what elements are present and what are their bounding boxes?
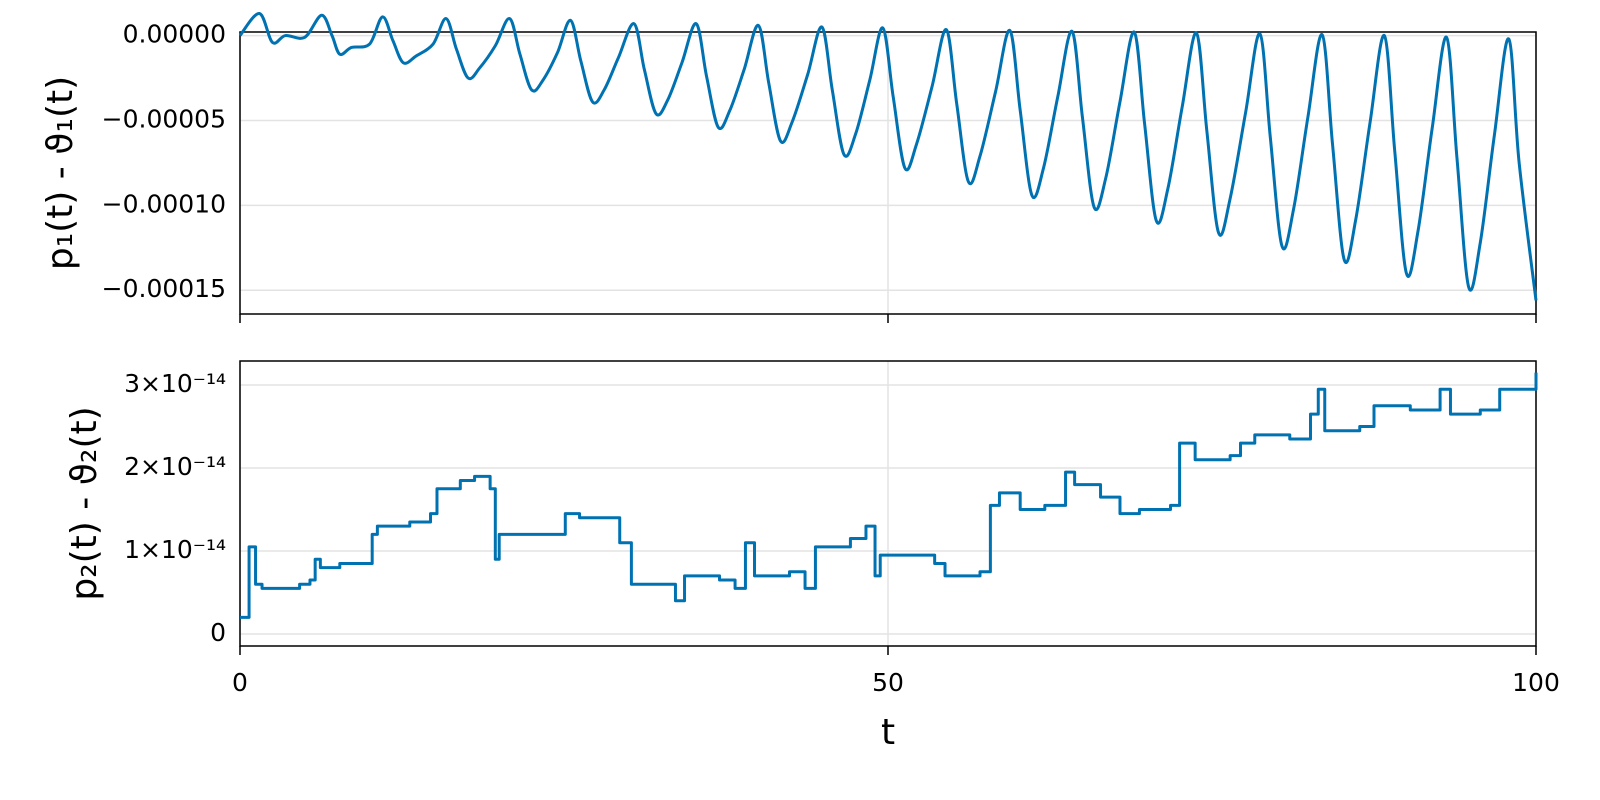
y-tick-label: −0.00015 [102,274,226,303]
data-line [238,11,1538,301]
x-tick-label: 0 [232,668,248,697]
y-tick-label: 2×10⁻¹⁴ [124,452,226,481]
y-axis-label: p₁(t) - ϑ₁(t) [40,76,81,270]
x-tick-label: 50 [872,668,904,697]
y-axis-label: p₂(t) - ϑ₂(t) [64,406,105,600]
y-tick-label: 0.00000 [123,20,226,49]
y-tick-label: −0.00010 [102,189,226,218]
y-tick-label: 0 [210,618,226,647]
plot-frame [239,360,1537,647]
y-tick-label: 3×10⁻¹⁴ [124,369,226,398]
y-tick-label: 1×10⁻¹⁴ [124,535,226,564]
x-axis-label: t [881,712,895,753]
plot-frame [239,31,1537,315]
y-tick-label: −0.00005 [102,104,226,133]
data-line [240,372,1538,619]
x-tick-label: 100 [1512,668,1560,697]
